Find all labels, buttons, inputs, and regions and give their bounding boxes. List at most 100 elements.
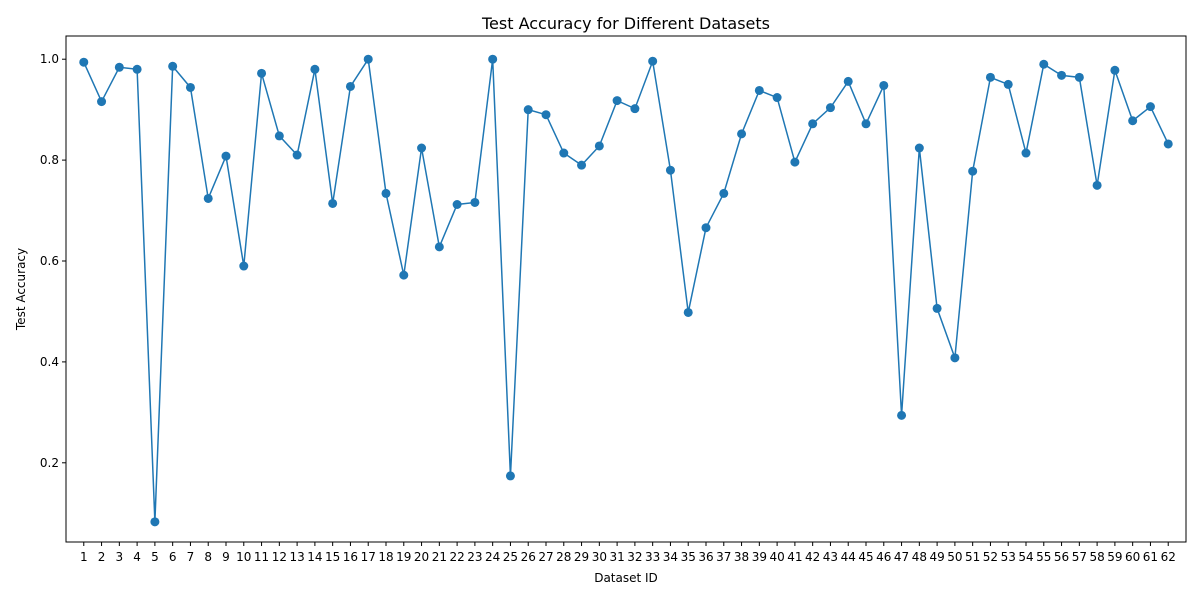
x-tick-label: 52 [983, 550, 998, 564]
x-tick-label: 28 [556, 550, 571, 564]
data-point [1074, 72, 1084, 82]
data-point [1163, 139, 1173, 149]
data-point [861, 119, 871, 129]
x-tick-label: 45 [858, 550, 873, 564]
x-tick-label: 31 [609, 550, 624, 564]
x-tick-label: 43 [823, 550, 838, 564]
data-point [97, 97, 107, 107]
x-tick-label: 20 [414, 550, 429, 564]
data-point [310, 64, 320, 74]
x-tick-label: 24 [485, 550, 500, 564]
x-tick-label: 21 [432, 550, 447, 564]
data-point [701, 223, 711, 233]
x-tick-label: 16 [343, 550, 358, 564]
x-tick-label: 19 [396, 550, 411, 564]
data-point [1092, 180, 1102, 190]
x-tick-label: 12 [272, 550, 287, 564]
x-tick-label: 62 [1161, 550, 1176, 564]
data-point [612, 96, 622, 106]
data-point [185, 82, 195, 92]
x-tick-label: 29 [574, 550, 589, 564]
y-tick-label: 0.2 [40, 456, 59, 470]
y-tick-label: 1.0 [40, 52, 59, 66]
data-point [1110, 65, 1120, 75]
x-tick-label: 5 [151, 550, 159, 564]
x-tick-label: 30 [592, 550, 607, 564]
data-point [985, 72, 995, 82]
data-point [897, 410, 907, 420]
data-point [114, 62, 124, 72]
data-point [203, 193, 213, 203]
x-tick-label: 11 [254, 550, 269, 564]
data-point [932, 303, 942, 313]
data-point [825, 103, 835, 113]
x-tick-label: 40 [769, 550, 784, 564]
y-tick-label: 0.4 [40, 355, 59, 369]
data-point [292, 150, 302, 160]
data-point [221, 151, 231, 161]
x-tick-label: 49 [929, 550, 944, 564]
data-point [968, 166, 978, 176]
x-tick-label: 44 [841, 550, 856, 564]
x-tick-label: 3 [116, 550, 124, 564]
x-tick-label: 41 [787, 550, 802, 564]
x-tick-label: 61 [1143, 550, 1158, 564]
x-tick-label: 18 [378, 550, 393, 564]
x-tick-label: 23 [467, 550, 482, 564]
data-point [594, 141, 604, 151]
data-point [505, 471, 515, 481]
x-tick-label: 7 [187, 550, 195, 564]
x-tick-label: 47 [894, 550, 909, 564]
x-tick-label: 1 [80, 550, 88, 564]
data-point [257, 68, 267, 78]
x-tick-label: 15 [325, 550, 340, 564]
y-tick-label: 0.8 [40, 153, 59, 167]
x-tick-label: 13 [289, 550, 304, 564]
data-point [843, 76, 853, 86]
x-tick-label: 6 [169, 550, 177, 564]
data-point [719, 188, 729, 198]
data-point [808, 119, 818, 129]
data-point [559, 148, 569, 158]
data-point [345, 81, 355, 91]
data-point [150, 517, 160, 527]
y-tick-label: 0.6 [40, 254, 59, 268]
x-tick-label: 32 [627, 550, 642, 564]
data-point [1128, 116, 1138, 126]
x-tick-label: 57 [1072, 550, 1087, 564]
x-axis: 1 2 3 4 5 6 7 8 9 10 11 12 13 14 15 16 17 18 19 20 21 22 23 24 2… [80, 542, 1176, 564]
x-tick-label: 59 [1107, 550, 1122, 564]
data-point [417, 143, 427, 153]
data-point [1039, 59, 1049, 69]
x-tick-label: 14 [307, 550, 322, 564]
x-tick-label: 27 [538, 550, 553, 564]
data-point [683, 307, 693, 317]
x-tick-label: 22 [449, 550, 464, 564]
data-point [274, 131, 284, 141]
data-point [168, 61, 178, 71]
data-point [737, 129, 747, 139]
x-tick-label: 54 [1018, 550, 1033, 564]
data-point [399, 270, 409, 280]
data-point [523, 105, 533, 115]
data-point [363, 54, 373, 64]
x-tick-label: 25 [503, 550, 518, 564]
data-point [328, 198, 338, 208]
plot-area-frame [65, 35, 1187, 543]
data-point [630, 104, 640, 114]
x-tick-label: 2 [98, 550, 106, 564]
x-tick-label: 48 [912, 550, 927, 564]
x-tick-label: 8 [204, 550, 212, 564]
x-tick-label: 9 [222, 550, 230, 564]
data-point [470, 197, 480, 207]
x-tick-label: 55 [1036, 550, 1051, 564]
x-tick-label: 17 [361, 550, 376, 564]
data-point [754, 85, 764, 95]
y-axis-label: Test Accuracy [14, 248, 28, 331]
x-tick-label: 33 [645, 550, 660, 564]
x-tick-label: 37 [716, 550, 731, 564]
data-point [1145, 102, 1155, 112]
x-tick-label: 50 [947, 550, 962, 564]
chart-title: Test Accuracy for Different Datasets [481, 14, 770, 33]
